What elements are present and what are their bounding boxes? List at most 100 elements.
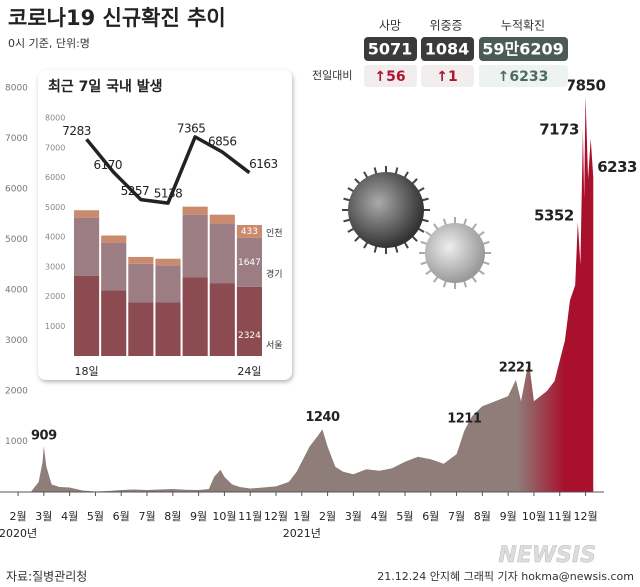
x-tick-label: 1월 [293,510,310,523]
peak-label: 5352 [534,206,574,224]
bar-segment [128,256,154,264]
area [5,95,594,493]
inset-title: 최근 7일 국내 발생 [48,78,163,95]
stat-box [421,37,474,61]
stats: 사망 위중증 누적확진 5071 1084 59만6209 전일대비 ↑56 ↑… [312,19,568,87]
bar-segment [236,224,262,238]
peak-label: 909 [31,429,57,444]
bar-segment [128,263,154,303]
x-tick-label: 8월 [164,510,181,523]
change-box [421,65,474,87]
y-tick-label: 7000 [5,134,28,144]
bar-segment [101,290,127,356]
peak-label: 6233 [597,158,637,176]
line-value-label: 7365 [177,121,206,135]
year-label: 2021년 [283,527,321,540]
stat-value: 59만6209 [482,40,564,59]
bar-value-label: 1647 [238,258,261,268]
y-tick-label: 2000 [5,387,28,397]
change-box [364,65,417,87]
line-value-label: 6856 [208,135,237,149]
y-tick-label: 1000 [45,322,65,331]
source: 자료:질병관리청 [6,570,87,584]
line-value-label: 7283 [62,124,91,138]
bar-segment [236,237,262,287]
x-tick-label: 6월 [113,510,130,523]
peak-label: 7850 [566,76,606,94]
x-tick-label: 10월 [522,510,546,523]
y-tick-label: 1000 [5,437,28,447]
x-tick-label: 3월 [345,510,362,523]
peak-label: 2221 [499,360,534,375]
bar-segment [74,210,100,218]
x-tick-label: 5월 [87,510,104,523]
change-value: ↑6233 [498,69,549,85]
y-tick-label: 2000 [45,292,65,301]
stat-box [364,37,417,61]
x-tick-label: 2월 [319,510,336,523]
stat-label: 누적확진 [501,19,545,33]
x-tick-label: 11월 [238,510,262,523]
credit: 21.12.24 안지혜 그래픽 기자 hokma@newsis.com [377,570,634,583]
bar-segment [155,302,181,356]
y-tick-label: 4000 [5,286,28,296]
y-tick-label: 3000 [5,336,28,346]
x-tick-label: 12월 [264,510,288,523]
bar-segment [101,242,127,291]
bar-segment [155,265,181,303]
peak-label: 1240 [305,410,340,425]
change-box [479,65,568,87]
stat-value: 5071 [368,40,413,59]
bar-segment [182,206,208,215]
stat-box [479,37,568,61]
legend-label: 서울 [266,340,283,351]
year-label: 2020년 [0,527,37,540]
watermark: NEWSIS [498,543,596,568]
legend-label: 경기 [266,268,283,280]
bar-segment [182,214,208,278]
line-value-label: 5257 [121,184,150,198]
x-tick-label: 6월 [422,510,439,523]
bar-segment [209,283,235,356]
x-tick-label: 24일 [237,364,261,378]
bar-segment [209,214,235,224]
change-value: ↑56 [374,69,405,85]
x-tick-label: 10월 [212,510,236,523]
line-value-label: 5138 [154,187,183,201]
y-tick-label: 4000 [45,233,65,242]
x-tick-label: 4월 [61,510,78,523]
bar-segment [101,235,127,243]
main-chart: 1000 2000 3000 4000 5000 6000 7000 8000 2월 3월 4월 5월… [0,76,638,540]
bar-segment [155,258,181,266]
stat-label: 위중증 [429,19,462,33]
x-tick-label: 3월 [35,510,52,523]
bar-segment [74,217,100,276]
x-tick-label: 11월 [548,510,572,523]
y-tick-label: 8000 [45,114,65,123]
bar-segment [209,223,235,284]
bar-segment [182,277,208,356]
stat-value: 1084 [425,40,470,59]
y-tick-label: 5000 [5,235,28,245]
x-tick-label: 12월 [573,510,597,523]
subtitle: 0시 기준, 단위:명 [8,37,90,50]
bar-segment [236,286,262,356]
total-line [85,135,251,205]
line-value-label: 6163 [249,157,278,171]
change-title: 전일대비 [312,68,352,82]
legend-label: 인천 [266,228,283,239]
x-tick-label: 2월 [9,510,26,523]
x-tick-label: 5월 [396,510,413,523]
x-tick-label: 8월 [474,510,491,523]
x-tick-label: 18일 [75,364,99,378]
y-tick-label: 7000 [45,143,65,152]
bar-value-label: 2324 [238,331,261,341]
x-tick-label: 9월 [500,510,517,523]
title: 코로나19 신규확진 추이 [8,6,226,30]
peak-label: 1211 [447,411,482,426]
x-tick-label: 4월 [371,510,388,523]
y-tick-label: 5000 [45,203,65,212]
y-tick-label: 6000 [45,173,65,182]
x-tick-label: 7월 [138,510,155,523]
